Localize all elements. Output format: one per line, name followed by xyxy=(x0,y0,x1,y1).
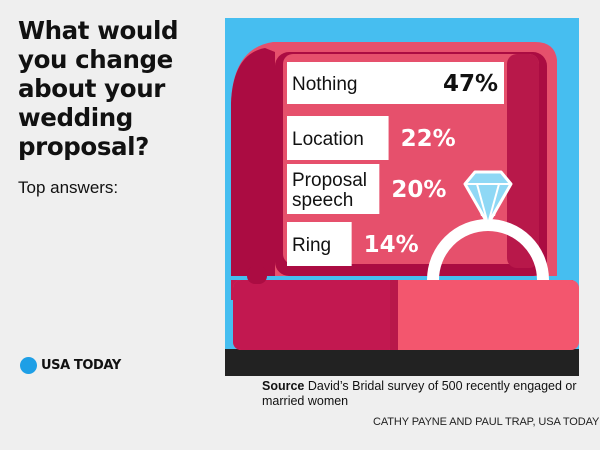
bar-value-label: 20% xyxy=(391,177,446,203)
box-base-left xyxy=(233,280,397,350)
source-label: Source xyxy=(262,379,305,393)
bar-proposal-speech xyxy=(287,164,380,214)
logo-text: USA TODAY xyxy=(41,358,121,373)
bar-label: Ring xyxy=(292,235,331,256)
source-note: Source David’s Bridal survey of 500 rece… xyxy=(262,379,592,409)
source-text: David’s Bridal survey of 500 recently en… xyxy=(262,379,577,408)
chart-title: What would you change about your wedding… xyxy=(18,16,179,161)
bar-location xyxy=(287,116,389,160)
floor-shadow xyxy=(225,349,579,376)
bar-label: Nothing xyxy=(292,74,358,95)
logo-dot xyxy=(20,357,37,374)
bar-label: Proposal speech xyxy=(292,170,367,211)
bar-value-label: 14% xyxy=(364,232,419,258)
bars-group: Nothing 47% Location 22% Proposal speech 20% Ri… xyxy=(287,62,504,266)
usa-today-logo: USA TODAY xyxy=(20,357,121,374)
box-base-seam xyxy=(390,280,398,350)
ring-icon xyxy=(427,170,549,281)
credit-line: CATHY PAYNE AND PAUL TRAP, USA TODAY xyxy=(373,416,600,428)
chart-subtitle: Top answers: xyxy=(18,178,119,197)
bar-ring xyxy=(287,222,352,266)
ring-box-illustration: Nothing 47% Location 22% Proposal speech 20% Ri… xyxy=(225,18,579,376)
diamond-facets-lower xyxy=(476,183,500,228)
bar-nothing xyxy=(287,62,504,104)
bar-label: Location xyxy=(292,129,364,150)
box-lid-lining-right xyxy=(507,54,539,268)
box-lid-left-shadow xyxy=(231,48,275,276)
hinge xyxy=(247,266,267,284)
bar-value-label: 47% xyxy=(443,71,498,97)
bar-value-label: 22% xyxy=(401,126,456,152)
